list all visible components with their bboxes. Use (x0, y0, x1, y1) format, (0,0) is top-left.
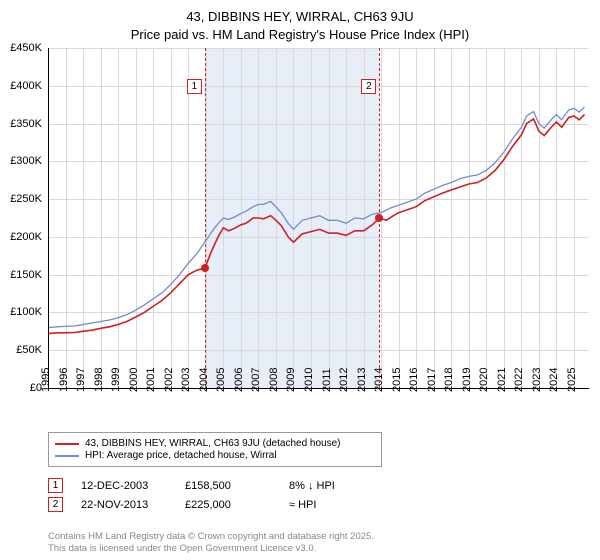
y-tick-label: £50K (16, 344, 42, 356)
attribution: Contains HM Land Registry data © Crown c… (48, 531, 374, 554)
y-tick-label: £150K (10, 269, 42, 281)
event-delta: ≈ HPI (289, 499, 375, 511)
series-line (48, 115, 585, 334)
y-tick-label: £300K (10, 155, 42, 167)
legend-swatch (55, 455, 79, 457)
event-date: 22-NOV-2013 (81, 499, 167, 511)
event-marker: 2 (48, 497, 63, 512)
event-table: 1 12-DEC-2003 £158,500 8% ↓ HPI 2 22-NOV-2013… (48, 478, 375, 516)
series-line (48, 107, 585, 328)
attribution-line2: This data is licensed under the Open Gov… (48, 543, 374, 554)
title-subtitle: Price paid vs. HM Land Registry's House … (0, 26, 600, 44)
chart-area: £0£50K£100K£150K£200K£250K£300K£350K£400… (48, 48, 588, 388)
event-marker: 1 (48, 478, 63, 493)
y-tick-label: £250K (10, 193, 42, 205)
y-tick-label: £400K (10, 80, 42, 92)
event-price: £158,500 (185, 480, 271, 492)
chart-container: 43, DIBBINS HEY, WIRRAL, CH63 9JU Price … (0, 0, 600, 560)
series-svg (48, 48, 588, 388)
plot-region: £0£50K£100K£150K£200K£250K£300K£350K£400… (48, 48, 588, 388)
legend-row: HPI: Average price, detached house, Wirr… (55, 450, 375, 461)
y-tick-label: £350K (10, 118, 42, 130)
legend-row: 43, DIBBINS HEY, WIRRAL, CH63 9JU (detac… (55, 438, 375, 449)
attribution-line1: Contains HM Land Registry data © Crown c… (48, 531, 374, 542)
legend-swatch (55, 443, 79, 445)
event-delta: 8% ↓ HPI (289, 480, 375, 492)
title-block: 43, DIBBINS HEY, WIRRAL, CH63 9JU Price … (0, 0, 600, 43)
legend-box: 43, DIBBINS HEY, WIRRAL, CH63 9JU (detac… (48, 432, 382, 467)
event-row: 2 22-NOV-2013 £225,000 ≈ HPI (48, 497, 375, 512)
legend-label: HPI: Average price, detached house, Wirr… (85, 450, 277, 461)
title-address: 43, DIBBINS HEY, WIRRAL, CH63 9JU (0, 8, 600, 26)
y-tick-label: £450K (10, 42, 42, 54)
event-price: £225,000 (185, 499, 271, 511)
event-date: 12-DEC-2003 (81, 480, 167, 492)
legend-label: 43, DIBBINS HEY, WIRRAL, CH63 9JU (detac… (85, 438, 340, 449)
y-tick-label: £100K (10, 306, 42, 318)
event-row: 1 12-DEC-2003 £158,500 8% ↓ HPI (48, 478, 375, 493)
y-tick-label: £200K (10, 231, 42, 243)
